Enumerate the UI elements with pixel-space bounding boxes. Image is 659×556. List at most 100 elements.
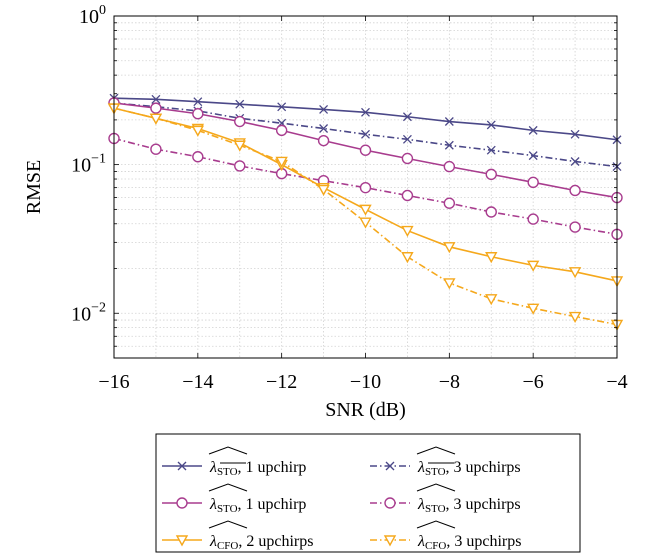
marker-x-stroke: [277, 102, 287, 112]
marker-x-stroke: [486, 145, 496, 155]
legend-label-5: λCFO, 3 upchirps: [417, 533, 521, 552]
legend-hat-5: [416, 520, 456, 529]
data-point-5-5: [317, 184, 330, 196]
x-tick-label: −12: [266, 371, 297, 393]
data-point-5-11: [568, 311, 582, 324]
data-point-5-9: [485, 294, 498, 306]
data-point-2-5: [317, 134, 330, 147]
data-point-0-1: [151, 94, 161, 104]
data-point-5-2: [191, 125, 205, 137]
marker-x-stroke: [444, 117, 454, 126]
data-point-5-8: [443, 278, 456, 290]
y-axis-title: RMSE: [23, 160, 45, 214]
marker-x-stroke: [402, 134, 412, 144]
data-point-5-7: [401, 252, 414, 264]
marker-x-stroke: [319, 105, 329, 114]
legend-box: [155, 433, 581, 553]
data-point-1-10: [528, 151, 538, 161]
marker-x-stroke: [486, 120, 496, 130]
data-point-2-7: [401, 152, 414, 165]
legend-marker-3: [384, 497, 396, 509]
data-point-1-8: [444, 140, 454, 150]
data-point-3-2: [192, 151, 204, 163]
data-point-3-11: [569, 221, 581, 233]
data-point-4-8: [443, 242, 456, 254]
marker-x-stroke: [361, 129, 370, 139]
marker-x-stroke: [151, 94, 161, 104]
y-tick-label: 10−1: [71, 152, 106, 177]
legend-marker-0: [177, 461, 187, 471]
legend-hat-4: [208, 520, 248, 529]
marker-x-stroke: [319, 124, 329, 133]
data-point-3-6: [359, 181, 372, 194]
data-point-5-6: [359, 217, 372, 229]
legend-marker-2: [176, 497, 188, 509]
marker-x-stroke: [361, 107, 370, 117]
data-point-2-9: [485, 168, 497, 181]
x-tick-label: −8: [439, 371, 460, 393]
data-point-5-3: [233, 140, 246, 152]
y-tick-label: 100: [79, 3, 106, 28]
ticks: [113, 15, 618, 359]
data-point-0-8: [444, 117, 454, 126]
marker-x-stroke: [528, 125, 538, 135]
data-point-4-9: [485, 252, 498, 264]
data-point-3-3: [234, 160, 246, 172]
data-point-0-3: [235, 99, 245, 109]
data-point-5-10: [526, 303, 540, 315]
x-tick-label: −6: [523, 371, 544, 393]
data-point-0-4: [277, 102, 287, 112]
data-point-1-5: [319, 124, 329, 133]
marker-x-stroke: [528, 151, 538, 161]
legend-label-3: λSTO, 3 upchirps: [417, 496, 521, 515]
data-point-0-6: [361, 107, 370, 117]
data-point-1-11: [570, 157, 580, 166]
data-point-5-1: [149, 113, 163, 125]
x-tick-label: −4: [606, 371, 627, 393]
data-point-5-4: [275, 156, 288, 168]
data-point-1-6: [361, 129, 370, 139]
marker-x-stroke: [402, 112, 412, 122]
legend-marker-1: [385, 461, 395, 471]
marker-x-stroke: [385, 461, 395, 471]
data-point-4-10: [526, 260, 540, 272]
marker-x-stroke: [193, 97, 203, 107]
tick-labels: −16 −14 −12 −10 −8 −6 −4 100 10−1 10−2: [71, 3, 628, 393]
data-point-0-2: [193, 97, 203, 107]
data-point-0-11: [570, 129, 580, 139]
data-point-0-10: [528, 125, 538, 135]
data-point-4-7: [401, 225, 414, 238]
legend-hat-3: [416, 483, 456, 492]
legend-label-1: λSTO, 3 upchirps: [417, 459, 521, 478]
marker-x-stroke: [235, 99, 245, 109]
data-point-1-9: [486, 145, 496, 155]
data-point-2-3: [234, 115, 246, 128]
x-tick-label: −14: [182, 371, 213, 393]
marker-x-stroke: [570, 129, 580, 139]
x-tick-label: −10: [350, 371, 381, 393]
legend: λSTO, 1 upchirp λSTO, 3 upchirps λSTO, 1 u…: [155, 433, 581, 553]
data-point-0-7: [402, 112, 412, 122]
data-point-3-9: [485, 206, 497, 218]
marker-x-stroke: [444, 140, 454, 150]
data-point-2-2: [192, 108, 204, 120]
data-point-4-11: [568, 267, 582, 279]
data-point-2-10: [527, 176, 539, 189]
legend-label-2: λSTO, 1 upchirp: [209, 496, 306, 515]
marker-x-stroke: [177, 461, 187, 471]
legend-label-4: λCFO, 2 upchirps: [209, 533, 313, 552]
x-axis-title: SNR (dB): [325, 399, 406, 421]
data-point-3-10: [527, 213, 539, 225]
data-point-2-4: [275, 124, 288, 137]
data-point-2-8: [443, 160, 456, 173]
legend-hat-0: [208, 446, 248, 455]
legend-marker-4: [175, 535, 189, 547]
legend-hat-2: [208, 483, 248, 492]
x-tick-label: −16: [98, 371, 129, 393]
data-point-1-7: [402, 134, 412, 144]
legend-label-0: λSTO, 1 upchirp: [209, 459, 306, 478]
marker-x-stroke: [570, 157, 580, 166]
data-point-0-9: [486, 120, 496, 130]
data-point-3-7: [401, 189, 414, 202]
